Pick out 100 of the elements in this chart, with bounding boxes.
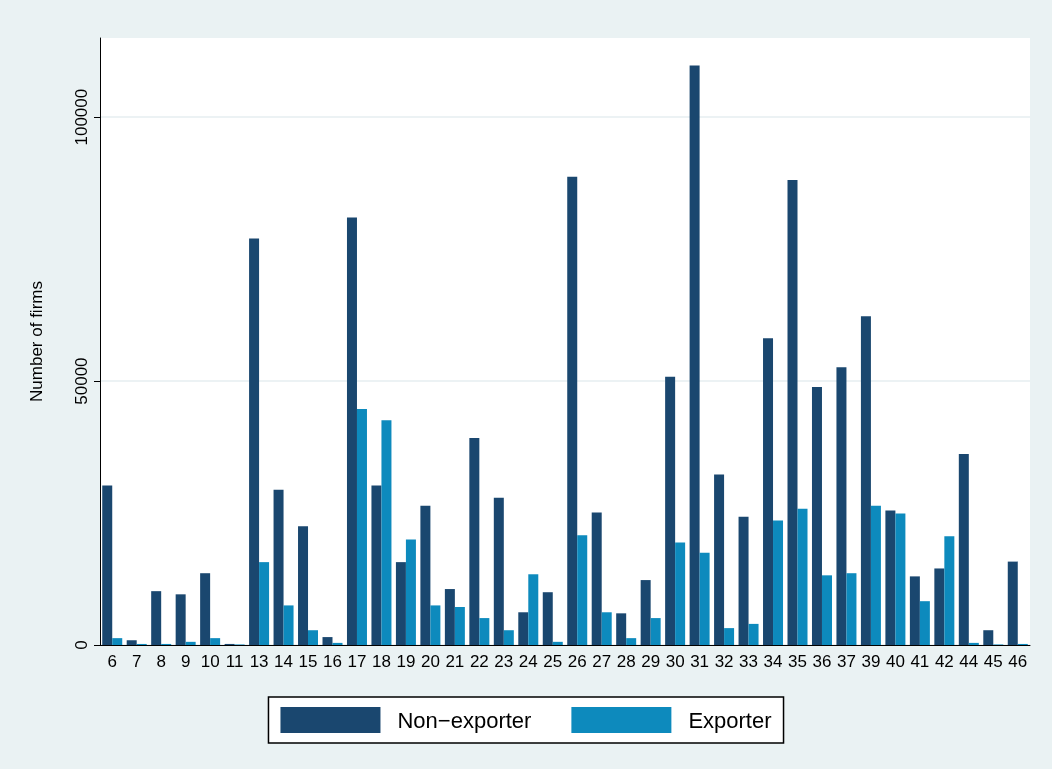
x-tick-label: 31: [690, 652, 710, 671]
x-tick-label: 41: [910, 652, 930, 671]
x-tick-label: 8: [156, 652, 166, 671]
x-tick-label: 6: [107, 652, 117, 671]
bar: [846, 573, 857, 645]
bar: [860, 316, 871, 645]
bar: [665, 376, 676, 645]
bar: [934, 568, 945, 645]
bar: [249, 238, 260, 645]
bar: [356, 409, 367, 645]
bar: [112, 638, 123, 645]
bar: [787, 179, 798, 645]
bar: [689, 65, 700, 645]
y-tick-label: 50000: [72, 357, 91, 405]
bar: [273, 489, 284, 645]
bar: [919, 601, 930, 645]
x-tick-label: 22: [469, 652, 489, 671]
x-tick-label: 10: [200, 652, 220, 671]
x-tick-label: 13: [249, 652, 269, 671]
x-tick-label: 29: [641, 652, 661, 671]
x-tick-label: 28: [616, 652, 636, 671]
x-tick-label: 16: [323, 652, 342, 671]
bar: [381, 420, 392, 645]
x-tick-label: 36: [812, 652, 832, 671]
x-tick-label: 44: [959, 652, 979, 671]
x-tick-label: 40: [885, 652, 905, 671]
bar: [493, 497, 504, 645]
bar: [430, 605, 441, 645]
bar: [395, 562, 406, 645]
bar: [763, 338, 774, 645]
bar: [567, 176, 578, 645]
bar: [102, 485, 113, 645]
x-tick-label: 37: [836, 652, 856, 671]
bar: [298, 526, 309, 645]
bar: [528, 574, 539, 645]
x-tick-label: 11: [225, 652, 244, 671]
bar: [968, 642, 979, 645]
bar: [175, 594, 186, 645]
bar: [983, 630, 994, 645]
bar: [185, 641, 196, 645]
x-tick-label: 32: [714, 652, 734, 671]
x-tick-label: 33: [739, 652, 759, 671]
x-tick-label: 7: [131, 652, 142, 671]
bar: [909, 576, 920, 645]
x-tick-label: 27: [592, 652, 612, 671]
bar: [591, 512, 602, 645]
bar: [444, 589, 455, 645]
x-tick-label: 14: [274, 652, 294, 671]
bar: [836, 367, 847, 645]
bar: [371, 485, 382, 645]
bar: [322, 637, 333, 645]
y-axis-title: Number of firms: [27, 281, 46, 402]
bar: [675, 542, 686, 645]
bar: [469, 438, 480, 645]
x-tick-label: 21: [445, 652, 465, 671]
bar: [797, 508, 808, 645]
x-tick-label: 15: [298, 652, 318, 671]
legend-label: Non−exporter: [397, 707, 532, 733]
x-tick-label: 26: [567, 652, 587, 671]
bar: [650, 618, 661, 645]
x-tick-label: 20: [420, 652, 440, 671]
x-tick-label: 19: [396, 652, 416, 671]
bar: [944, 536, 955, 645]
bar: [748, 623, 759, 645]
bar: [870, 505, 881, 645]
x-tick-label: 45: [983, 652, 1003, 671]
bar: [1007, 561, 1018, 645]
x-tick-label: 39: [861, 652, 881, 671]
x-tick-label: 42: [934, 652, 954, 671]
bar: [577, 535, 588, 645]
bar: [259, 562, 270, 645]
x-tick-label: 9: [180, 652, 191, 671]
bar: [895, 513, 906, 645]
bar: [542, 592, 553, 645]
bar: [714, 474, 725, 645]
bar: [420, 505, 431, 645]
bar: [126, 640, 137, 645]
x-tick-label: 23: [494, 652, 514, 671]
bar: [283, 605, 294, 645]
legend-label: Exporter: [688, 707, 772, 733]
x-tick-label: 30: [665, 652, 685, 671]
x-tick-label: 18: [371, 652, 391, 671]
bar: [699, 552, 710, 645]
bar: [308, 630, 319, 645]
bar: [332, 642, 343, 645]
bar: [503, 630, 514, 645]
bar: [640, 580, 651, 645]
bar: [346, 217, 357, 645]
bar: [626, 638, 637, 645]
bar: [821, 575, 832, 645]
bar: [479, 618, 490, 645]
x-tick-label: 46: [1008, 652, 1028, 671]
bar: [518, 612, 529, 645]
bar: [151, 591, 162, 645]
bar: [454, 607, 465, 645]
bar: [210, 638, 221, 645]
y-tick-label: 0: [72, 640, 91, 650]
bar: [811, 386, 822, 645]
y-tick-label: 100000: [72, 88, 91, 146]
bar: [601, 612, 612, 645]
